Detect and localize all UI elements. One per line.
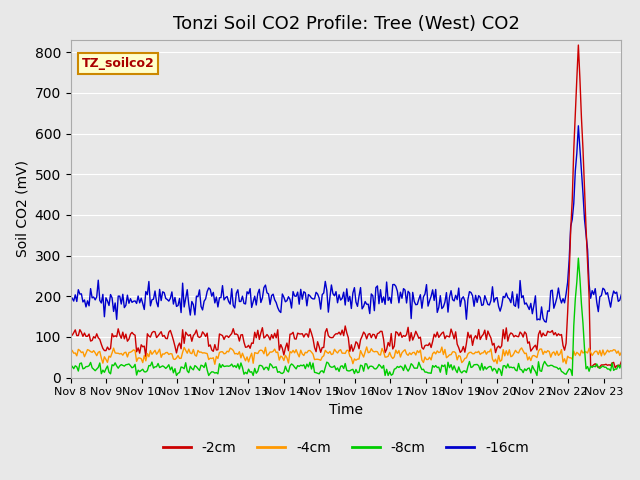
-4cm (309, 351, 317, 357)
-16cm (308, 295, 316, 301)
Line: -16cm: -16cm (70, 126, 621, 322)
-2cm (231, 331, 239, 337)
Line: -2cm: -2cm (70, 45, 621, 368)
-2cm (67, 330, 74, 336)
-4cm (134, 355, 142, 361)
Text: TZ_soilco2: TZ_soilco2 (82, 57, 154, 70)
-8cm (251, 366, 259, 372)
Line: -8cm: -8cm (70, 258, 621, 375)
-8cm (173, 372, 180, 378)
-2cm (250, 340, 257, 346)
-8cm (309, 360, 317, 366)
X-axis label: Time: Time (329, 403, 363, 417)
Y-axis label: Soil CO2 (mV): Soil CO2 (mV) (15, 160, 29, 257)
-8cm (232, 365, 240, 371)
-4cm (251, 350, 259, 356)
-16cm (67, 293, 74, 299)
-16cm (575, 123, 582, 129)
-16cm (542, 319, 550, 325)
-4cm (232, 350, 240, 356)
-4cm (67, 347, 74, 352)
-2cm (611, 365, 619, 371)
-2cm (308, 330, 316, 336)
-4cm (260, 351, 268, 357)
-16cm (590, 292, 598, 298)
-16cm (618, 292, 625, 298)
Line: -4cm: -4cm (70, 347, 621, 364)
-8cm (575, 255, 582, 261)
-8cm (134, 367, 142, 373)
-4cm (363, 344, 371, 350)
-16cm (134, 293, 142, 299)
-2cm (575, 42, 582, 48)
-8cm (590, 363, 598, 369)
-2cm (259, 325, 266, 331)
Legend: -2cm, -4cm, -8cm, -16cm: -2cm, -4cm, -8cm, -16cm (157, 435, 534, 460)
-4cm (618, 349, 625, 355)
-8cm (618, 361, 625, 367)
-8cm (67, 367, 74, 372)
-4cm (590, 350, 598, 356)
-4cm (211, 361, 219, 367)
-8cm (260, 367, 268, 372)
-16cm (231, 305, 239, 311)
-2cm (618, 359, 625, 364)
Title: Tonzi Soil CO2 Profile: Tree (West) CO2: Tonzi Soil CO2 Profile: Tree (West) CO2 (173, 15, 520, 33)
-16cm (250, 299, 257, 305)
-16cm (259, 295, 266, 301)
-2cm (588, 363, 596, 369)
-2cm (134, 345, 142, 351)
